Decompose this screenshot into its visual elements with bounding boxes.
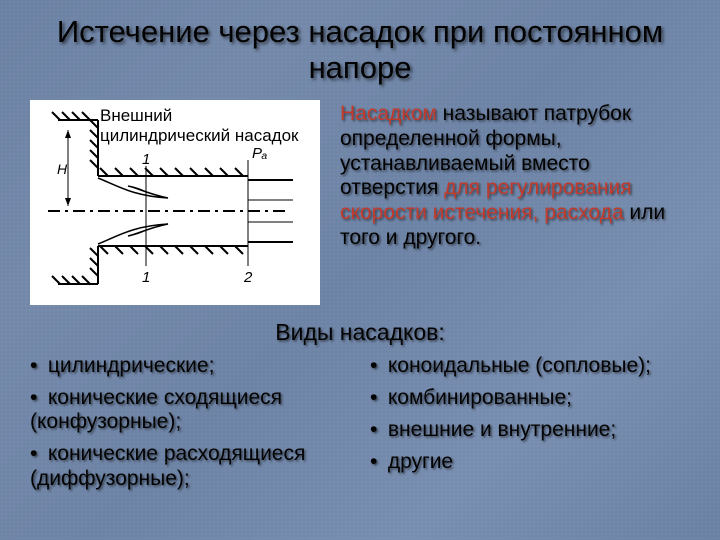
list-item: • комбинированные; bbox=[370, 386, 690, 410]
title-text: Истечение через насадок при постоянном н… bbox=[57, 14, 663, 85]
item-text: конические расходящиеся (диффузорные); bbox=[30, 442, 305, 489]
list-item: • коноидальные (сопловые); bbox=[370, 354, 690, 378]
definition-text: Насадком называют патрубок определенной … bbox=[340, 100, 690, 305]
list-item: • цилиндрические; bbox=[30, 354, 350, 378]
section2-bottom: 2 bbox=[243, 269, 253, 286]
diagram-panel: Внешний цилиндрический насадок bbox=[30, 100, 320, 305]
bullet-icon: • bbox=[30, 386, 42, 410]
pa-label: Pₐ bbox=[252, 145, 267, 162]
diagram-caption: Внешний цилиндрический насадок bbox=[100, 106, 300, 145]
diagram-caption-text: Внешний цилиндрический насадок bbox=[100, 106, 298, 145]
list-item: • конические сходящиеся (конфузорные); bbox=[30, 386, 350, 434]
bullet-icon: • bbox=[370, 450, 382, 474]
term-nasadkom: Насадком bbox=[340, 102, 437, 125]
list-item: • внешние и внутренние; bbox=[370, 418, 690, 442]
section1-top: 1 bbox=[142, 151, 150, 168]
item-text: комбинированные; bbox=[388, 386, 572, 409]
item-text: внешние и внутренние; bbox=[388, 418, 616, 441]
bullet-icon: • bbox=[370, 354, 382, 378]
list-item: • конические расходящиеся (диффузорные); bbox=[30, 442, 350, 490]
types-subtitle: Виды насадков: bbox=[0, 313, 720, 354]
bullet-icon: • bbox=[30, 354, 42, 378]
bullet-icon: • bbox=[370, 418, 382, 442]
left-column: • цилиндрические; • конические сходящиес… bbox=[30, 354, 350, 499]
item-text: другие bbox=[388, 450, 453, 473]
item-text: коноидальные (сопловые); bbox=[388, 354, 651, 377]
slide-title: Истечение через насадок при постоянном н… bbox=[0, 0, 720, 96]
h-label: H bbox=[57, 161, 68, 177]
item-text: конические сходящиеся (конфузорные); bbox=[30, 386, 282, 433]
bullet-icon: • bbox=[30, 442, 42, 466]
section1-bottom: 1 bbox=[142, 269, 150, 286]
subtitle-text: Виды насадков: bbox=[275, 319, 444, 345]
list-item: • другие bbox=[370, 450, 690, 474]
types-lists: • цилиндрические; • конические сходящиес… bbox=[0, 354, 720, 499]
upper-row: Внешний цилиндрический насадок bbox=[0, 96, 720, 313]
right-column: • коноидальные (сопловые); • комбинирова… bbox=[370, 354, 690, 499]
item-text: цилиндрические; bbox=[48, 354, 215, 377]
bullet-icon: • bbox=[370, 386, 382, 410]
